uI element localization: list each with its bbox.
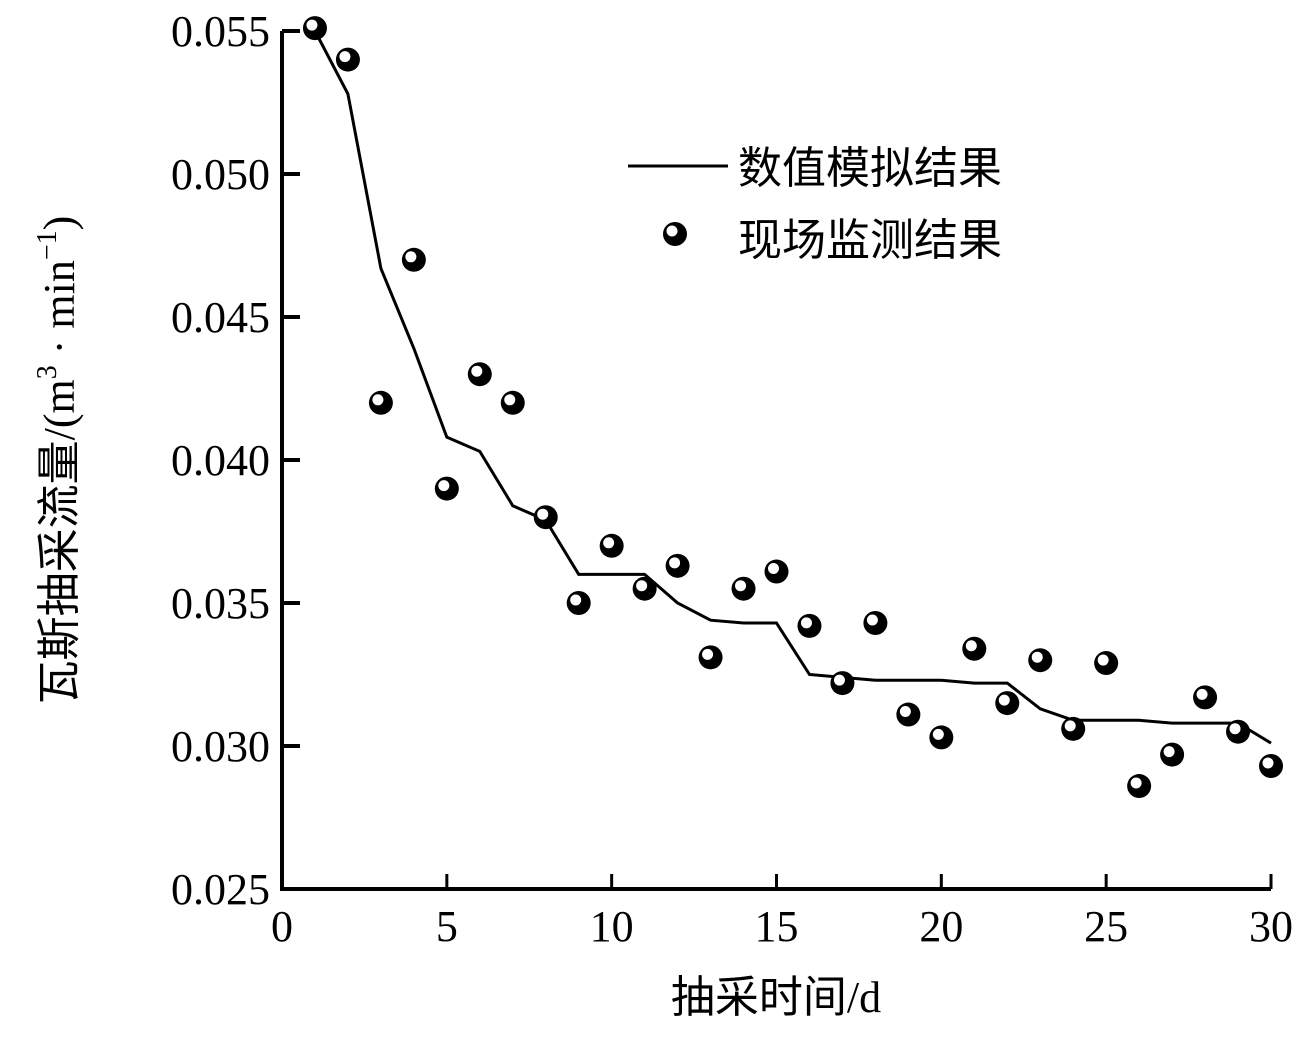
monitoring-scatter-series (302, 16, 1283, 799)
data-point-marker (863, 611, 888, 636)
x-tick-label: 5 (436, 902, 458, 951)
data-point-marker (500, 390, 525, 415)
x-axis-title: 抽采时间/d (671, 973, 881, 1022)
data-point-marker (1127, 774, 1152, 799)
data-point-marker (665, 553, 690, 578)
data-point-marker (1061, 716, 1086, 741)
y-axis-title: 瓦斯抽采流量/(m3 · min−1) (32, 216, 84, 705)
data-point-marker (302, 16, 327, 41)
data-point-marker (401, 247, 426, 272)
data-point-marker (731, 576, 756, 601)
data-point-marker (830, 671, 855, 696)
y-tick-label: 0.030 (171, 722, 270, 771)
legend-sphere-marker-icon (663, 222, 687, 246)
data-point-marker (797, 613, 822, 638)
data-point-marker (566, 591, 591, 615)
legend-label-simulation: 数值模拟结果 (738, 144, 1002, 193)
data-point-marker (764, 559, 789, 584)
y-tick-label: 0.045 (171, 293, 270, 342)
data-point-marker (632, 576, 657, 601)
simulation-line-series (313, 30, 1272, 745)
data-point-marker (896, 702, 921, 727)
data-point-marker (1028, 648, 1053, 673)
data-point-marker (1226, 719, 1251, 744)
data-point-marker (995, 691, 1020, 716)
legend: 数值模拟结果 现场监测结果 (628, 144, 1002, 265)
axes: 0.025 0.030 0.035 0.040 0.045 0.050 0.055 0 5 10 1… (171, 7, 1293, 951)
data-point-marker (1160, 742, 1185, 767)
x-tick-label: 25 (1084, 902, 1128, 951)
data-point-marker (467, 362, 492, 387)
data-point-marker (698, 645, 723, 670)
data-point-marker (962, 636, 987, 661)
y-tick-label: 0.050 (171, 150, 270, 199)
data-point-marker (929, 725, 954, 750)
x-tick-label: 0 (271, 902, 293, 951)
data-point-marker (1259, 754, 1283, 779)
x-tick-label: 10 (590, 902, 634, 951)
data-point-marker (368, 390, 393, 415)
x-tick-label: 30 (1249, 902, 1293, 951)
svg-text:瓦斯抽采流量/(m3 · min−1): 瓦斯抽采流量/(m3 · min−1) (32, 216, 84, 705)
data-point-marker (434, 476, 459, 501)
x-tick-label: 20 (919, 902, 963, 951)
y-tick-label: 0.025 (171, 865, 270, 914)
y-tick-label: 0.035 (171, 579, 270, 628)
y-tick-label: 0.040 (171, 436, 270, 485)
x-tick-label: 15 (755, 902, 799, 951)
legend-label-monitoring: 现场监测结果 (738, 216, 1002, 265)
data-point-marker (599, 533, 624, 558)
data-point-marker (335, 47, 360, 72)
data-point-marker (1094, 651, 1119, 676)
simulation-line (313, 30, 1272, 745)
y-tick-label: 0.055 (171, 7, 270, 56)
data-point-marker (1193, 685, 1218, 710)
sphere-marker-icon (663, 222, 687, 246)
data-point-marker (533, 505, 558, 530)
